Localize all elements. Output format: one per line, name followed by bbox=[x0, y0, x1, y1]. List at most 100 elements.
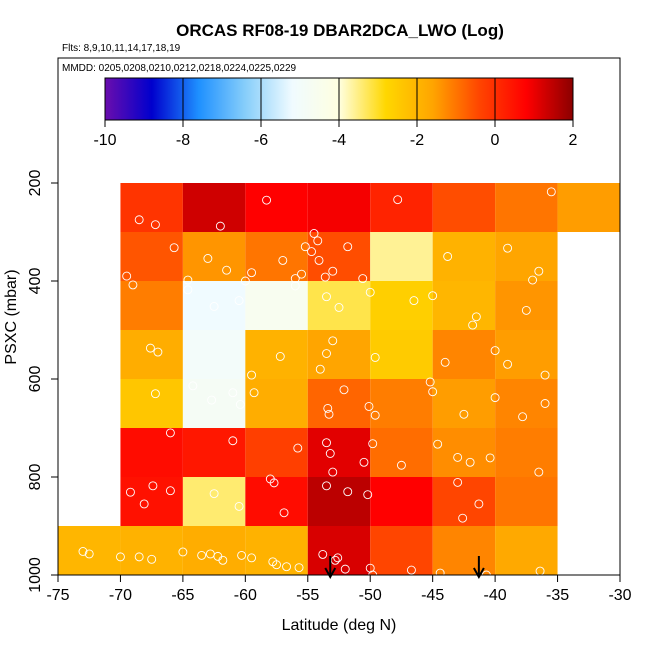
sample-point bbox=[409, 296, 419, 306]
sample-point bbox=[521, 305, 531, 315]
heatmap-cell bbox=[245, 428, 308, 477]
sample-point bbox=[134, 552, 144, 562]
sample-point bbox=[368, 439, 378, 449]
sample-point bbox=[169, 243, 179, 253]
sample-point bbox=[247, 370, 257, 380]
sample-point bbox=[465, 457, 475, 467]
dates-subtitle: MMDD: 0205,0208,0210,0212,0218,0224,0225… bbox=[62, 63, 297, 74]
sample-points bbox=[78, 187, 556, 580]
sample-point bbox=[534, 467, 544, 477]
sample-point bbox=[340, 564, 350, 574]
sample-point bbox=[328, 266, 338, 276]
y-axis: 200 400 600 800 1000 bbox=[27, 170, 58, 593]
sample-point bbox=[339, 385, 349, 395]
heatmap-cell bbox=[307, 379, 371, 428]
heatmap-cell bbox=[182, 281, 246, 330]
flights-subtitle: Flts: 8,9,10,11,14,17,18,19 bbox=[62, 43, 181, 54]
colorbar-tick-label: 2 bbox=[569, 132, 578, 149]
y-tick-label: 800 bbox=[27, 464, 44, 491]
heatmap-cell bbox=[432, 281, 496, 330]
sample-point bbox=[278, 255, 288, 265]
sample-point bbox=[240, 276, 250, 286]
sample-point bbox=[359, 457, 369, 467]
sample-point bbox=[440, 357, 450, 367]
heatmap-cell bbox=[495, 428, 558, 477]
sample-point bbox=[150, 389, 160, 399]
colorbar-ticks: -10 -8 -6 -4 -2 0 2 bbox=[93, 78, 578, 149]
heatmap-cell bbox=[182, 428, 246, 477]
sample-point bbox=[290, 281, 300, 291]
sample-point bbox=[222, 265, 232, 275]
heatmap-cell bbox=[182, 330, 246, 379]
sample-point bbox=[324, 409, 334, 419]
colorbar-tick-label: -2 bbox=[410, 132, 424, 149]
sample-point bbox=[150, 220, 160, 230]
sample-point bbox=[471, 312, 481, 322]
heatmap-cell bbox=[307, 477, 371, 526]
surface-arrows bbox=[324, 556, 485, 580]
sample-point bbox=[343, 487, 353, 497]
sample-point bbox=[334, 303, 344, 312]
sample-point bbox=[406, 565, 416, 575]
sample-point bbox=[393, 195, 403, 205]
sample-point bbox=[207, 395, 217, 405]
sample-point bbox=[145, 343, 155, 353]
sample-point bbox=[147, 554, 157, 564]
sample-point bbox=[234, 296, 244, 306]
sample-point bbox=[365, 287, 375, 297]
sample-point bbox=[358, 274, 368, 283]
heatmap-cell bbox=[557, 183, 620, 232]
sample-point bbox=[453, 452, 463, 462]
x-tick-label: -35 bbox=[546, 587, 569, 604]
colorbar-tick-label: -4 bbox=[332, 132, 346, 149]
sample-point bbox=[428, 291, 438, 301]
heatmap-cell bbox=[245, 232, 308, 281]
sample-point bbox=[148, 481, 158, 491]
x-axis: -75 -70 -65 -60 -55 -50 -45 -40 -35 -30 bbox=[46, 574, 632, 604]
sample-point bbox=[125, 487, 135, 497]
sample-point bbox=[309, 229, 319, 238]
sample-point bbox=[215, 221, 225, 231]
colorbar-tick-label: 0 bbox=[491, 132, 500, 149]
heatmap-cell bbox=[370, 183, 433, 232]
heatmap-cell bbox=[307, 526, 371, 575]
sample-point bbox=[453, 477, 463, 487]
heatmap-cell bbox=[495, 526, 558, 575]
x-axis-label: Latitude (deg N) bbox=[282, 617, 397, 634]
surface-arrow bbox=[324, 556, 337, 580]
heatmap-cell bbox=[432, 379, 496, 428]
heatmap-cell bbox=[370, 379, 433, 428]
heatmap-cell bbox=[432, 330, 496, 379]
sample-point bbox=[228, 388, 238, 398]
heatmap-cell bbox=[432, 183, 496, 232]
heatmap-cell bbox=[495, 281, 558, 330]
sample-point bbox=[249, 388, 259, 398]
sample-point bbox=[218, 555, 228, 565]
heatmap-cell bbox=[120, 477, 183, 526]
sample-point bbox=[425, 377, 435, 387]
sample-point bbox=[165, 428, 175, 438]
sample-point bbox=[279, 508, 289, 518]
sample-point bbox=[153, 347, 163, 357]
sample-point bbox=[322, 481, 331, 491]
sample-point bbox=[209, 302, 219, 311]
heatmap-cell bbox=[370, 281, 433, 330]
sample-point bbox=[323, 403, 333, 413]
heatmap-cell bbox=[307, 428, 371, 477]
y-axis-label: PSXC (mbar) bbox=[3, 269, 20, 364]
sample-point bbox=[293, 443, 303, 453]
heatmap-cell bbox=[182, 183, 246, 232]
sample-point bbox=[269, 478, 279, 488]
heatmap-cell bbox=[370, 232, 433, 281]
heatmap-cell bbox=[495, 477, 558, 526]
heatmap-cell bbox=[370, 526, 433, 575]
sample-point bbox=[297, 269, 306, 279]
colorbar-tick-label: -8 bbox=[176, 132, 190, 149]
sample-point bbox=[122, 271, 132, 281]
heatmap-cell bbox=[182, 526, 246, 575]
sample-point bbox=[178, 547, 188, 557]
heatmap-cell bbox=[495, 379, 558, 428]
sample-point bbox=[188, 381, 198, 391]
heatmap-cells bbox=[58, 183, 620, 575]
heatmap-cell bbox=[370, 477, 433, 526]
